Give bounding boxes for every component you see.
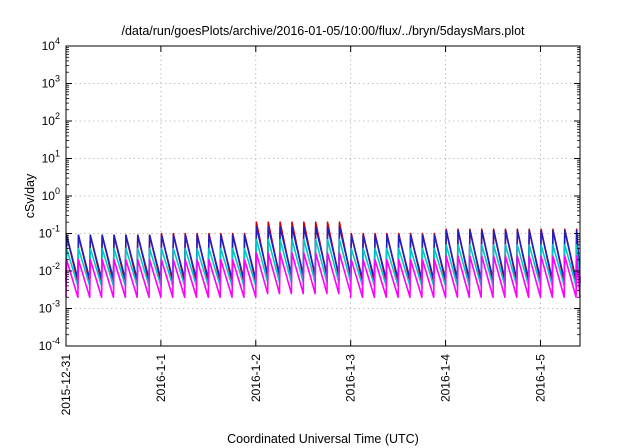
y-tick-label: 10-3 <box>39 299 60 316</box>
ticks <box>65 45 580 347</box>
x-tick-labels: 2015-12-31 2016-1-1 2016-1-2 2016-1-3 2016-1… <box>59 354 547 416</box>
y-tick-label: 103 <box>42 74 60 91</box>
x-tick-label: 2016-1-1 <box>154 354 168 402</box>
x-axis-label: Coordinated Universal Time (UTC) <box>227 432 419 446</box>
x-tick-label: 2016-1-5 <box>533 354 547 402</box>
y-tick-label: 10-4 <box>39 336 60 353</box>
x-tick-label: 2016-1-4 <box>439 354 453 402</box>
y-tick-label: 104 <box>42 36 60 53</box>
y-axis-label: cSv/day <box>23 173 37 218</box>
x-tick-label: 2016-1-3 <box>344 354 358 402</box>
grid <box>66 46 580 346</box>
y-tick-labels: 10-4 10-3 10-2 10-1 100 101 102 103 104 <box>39 36 60 353</box>
chart-title: /data/run/goesPlots/archive/2016-01-05/1… <box>121 24 525 38</box>
x-tick-label: 2016-1-2 <box>249 354 263 402</box>
x-tick-label: 2015-12-31 <box>59 354 73 416</box>
y-tick-label: 10-2 <box>39 261 60 278</box>
plot-lines <box>65 221 581 299</box>
y-tick-label: 102 <box>42 111 60 128</box>
y-tick-label: 100 <box>42 186 60 203</box>
y-tick-label: 101 <box>42 149 60 166</box>
y-tick-label: 10-1 <box>39 224 60 241</box>
series-line <box>65 252 581 299</box>
